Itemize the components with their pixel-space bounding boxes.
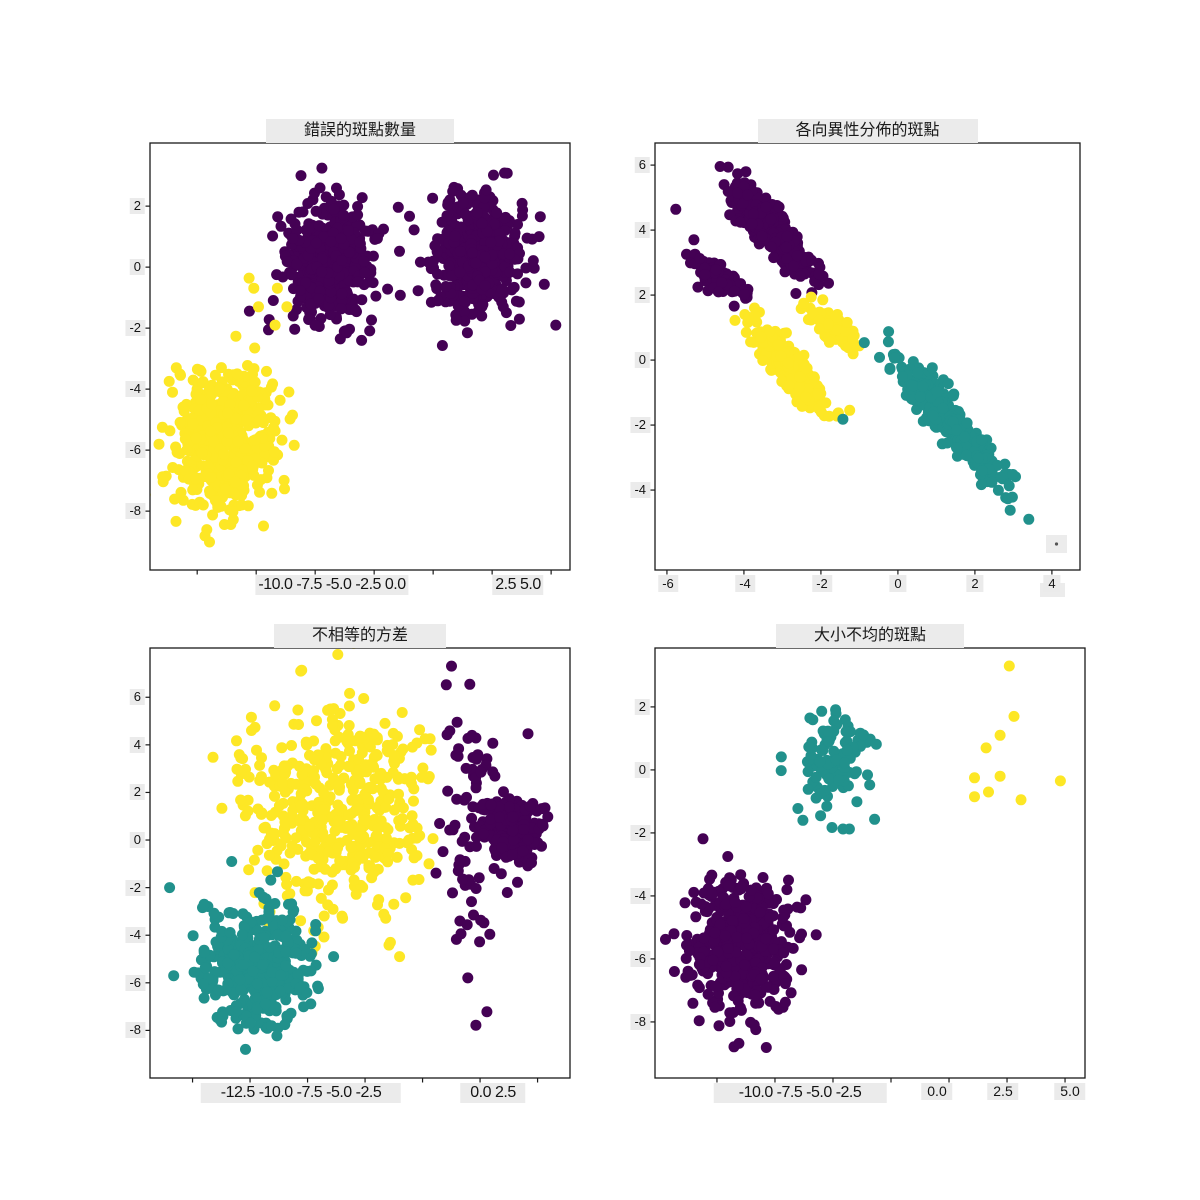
- scatter-points: [150, 162, 562, 548]
- y-tick-label: -4: [630, 482, 650, 499]
- x-tick-label: 4: [1043, 575, 1061, 592]
- x-tick-label: -6: [658, 575, 678, 592]
- subplot-wrong-number-of-blobs: [145, 142, 571, 575]
- y-tick-label: -6: [125, 974, 145, 991]
- y-tick-label: 6: [129, 689, 145, 706]
- subplot-unequal-variance: [145, 647, 571, 1083]
- y-tick-label: 4: [129, 736, 145, 753]
- x-tick-label: 2.5 5.0: [492, 575, 544, 595]
- y-tick-label: -8: [630, 1013, 650, 1030]
- x-tick-label: 2.5: [987, 1083, 1019, 1100]
- y-tick-label: 2: [634, 287, 650, 304]
- x-tick-label: 5.0: [1054, 1083, 1086, 1100]
- y-tick-label: 0: [129, 832, 145, 849]
- stray-label-artifact: [1046, 535, 1067, 553]
- y-tick-marks: [650, 164, 655, 491]
- cluster-purple-points: [714, 161, 834, 299]
- axes-frame: [149, 647, 571, 1079]
- y-tick-label: -4: [125, 927, 145, 944]
- x-tick-label: 0: [889, 575, 907, 592]
- cluster-purple-points: [660, 833, 822, 1053]
- y-tick-label: 0: [634, 352, 650, 369]
- cluster-yellow-points: [795, 291, 865, 360]
- cluster-purple-points: [295, 170, 562, 331]
- y-tick-marks: [145, 205, 150, 512]
- x-tick-label: 2: [966, 575, 984, 592]
- y-tick-label: -2: [125, 879, 145, 896]
- x-tick-label: -4: [735, 575, 755, 592]
- x-tick-marks: [666, 570, 1053, 575]
- scatter-points: [670, 161, 1035, 525]
- scatter-points: [660, 660, 1066, 1053]
- x-tick-label: -2: [812, 575, 832, 592]
- y-tick-label: -6: [630, 950, 650, 967]
- cluster-teal-points: [775, 704, 882, 835]
- subplot-title-anisotropic-blobs: 各向異性分佈的斑點: [757, 119, 978, 143]
- y-tick-label: 2: [634, 698, 650, 715]
- y-tick-label: 0: [634, 761, 650, 778]
- y-tick-label: 4: [634, 222, 650, 239]
- y-tick-label: -2: [125, 320, 145, 337]
- y-tick-marks: [650, 706, 655, 1023]
- cluster-yellow-points: [729, 302, 856, 422]
- subplot-title-unevenly-sized-blobs: 大小不均的斑點: [775, 624, 965, 648]
- x-tick-label: 0.0: [921, 1083, 953, 1100]
- y-tick-label: -4: [125, 381, 145, 398]
- subplot-title-unequal-variance: 不相等的方差: [273, 624, 447, 648]
- cluster-yellow-points: [150, 330, 300, 548]
- cluster-yellow-points: [207, 648, 439, 959]
- y-tick-label: 2: [129, 784, 145, 801]
- y-tick-marks: [145, 696, 150, 1032]
- cluster-purple-points: [394, 167, 550, 351]
- axes-frame: [149, 142, 571, 571]
- cluster-teal-points: [837, 413, 1035, 525]
- cluster-purple-points: [681, 248, 754, 312]
- y-tick-label: -4: [630, 887, 650, 904]
- x-tick-label: -10.0 -7.5 -5.0 -2.5 0.0: [255, 575, 409, 595]
- y-tick-label: 2: [129, 198, 145, 215]
- cluster-yellow-points: [243, 272, 293, 331]
- y-tick-label: 0: [129, 259, 145, 276]
- y-tick-label: -8: [125, 503, 145, 520]
- axes-frame: [654, 142, 1081, 571]
- scatter-points: [164, 648, 554, 1055]
- x-tick-label: -10.0 -7.5 -5.0 -2.5: [713, 1083, 887, 1103]
- y-tick-label: 6: [634, 157, 650, 174]
- cluster-purple-points: [670, 203, 700, 246]
- subplot-title-wrong-number-of-blobs: 錯誤的斑點數量: [265, 119, 455, 143]
- x-tick-label: 0.0 2.5: [460, 1083, 526, 1103]
- cluster-yellow-points: [969, 660, 1066, 806]
- x-tick-marks: [191, 1078, 539, 1083]
- x-tick-marks: [196, 570, 552, 575]
- cluster-purple-points: [243, 162, 406, 346]
- y-tick-label: -2: [630, 417, 650, 434]
- subplot-anisotropic-blobs: [650, 142, 1081, 597]
- cluster-yellow-points: [295, 665, 406, 963]
- cluster-purple-points: [470, 786, 554, 888]
- cluster-teal-points: [858, 326, 1021, 516]
- y-tick-label: -8: [125, 1022, 145, 1039]
- y-tick-label: -6: [125, 442, 145, 459]
- subplot-unevenly-sized-blobs: [650, 647, 1086, 1083]
- cluster-teal-points: [168, 866, 340, 1042]
- x-tick-marks: [716, 1078, 1066, 1083]
- y-tick-label: -2: [630, 824, 650, 841]
- axes-frame: [654, 647, 1086, 1079]
- cluster-teal-points: [164, 856, 251, 1055]
- x-tick-label: -12.5 -10.0 -7.5 -5.0 -2.5: [200, 1083, 402, 1103]
